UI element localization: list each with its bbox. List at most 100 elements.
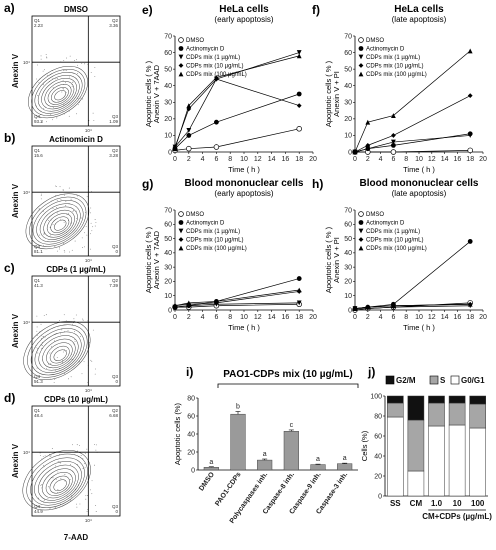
event-dot [54,369,56,371]
y-tick-label: 40 [344,250,352,257]
data-point [467,48,473,54]
event-dot [74,59,75,61]
panel-letter: i) [186,365,193,379]
event-dot [63,113,65,115]
q2-label: Q2 [112,18,119,23]
data-point [391,142,396,148]
event-dot [62,359,64,361]
flow-title: DMSO [64,5,88,14]
y-tick-label: 0 [348,307,352,314]
event-dot [51,448,53,449]
event-dot [62,505,63,507]
y-tick-label: 10 [164,293,172,300]
event-dot [84,453,86,455]
data-point [391,139,396,145]
event-dot [48,486,49,488]
event-dot [50,219,52,221]
y-tick-label: 40 [374,453,382,460]
legend-entry: CDPs mix (10 µg/mL) [366,238,423,244]
legend-entry: CDPs mix (1 µg/mL) [366,55,420,61]
event-dot [38,208,40,209]
event-dot [63,373,65,374]
panel-letter: e) [142,3,153,17]
event-dot [49,456,51,457]
event-dot [35,344,37,346]
event-dot [95,505,97,506]
significance-letter: a [209,459,213,466]
event-dot [43,466,45,468]
event-dot [91,480,93,482]
legend-entry: Actinomycin D [186,47,225,53]
y-tick-label: 50 [344,236,352,243]
series-line-2 [174,302,300,308]
y-tick-label: 50 [164,66,172,73]
legend-entry: CDPs mix (100 µg/mL) [366,246,427,252]
event-dot [39,331,40,333]
bar-segment [407,395,425,421]
event-dot [50,363,52,365]
chart-title: Blood mononuclear cells [185,178,304,189]
y-tick-label: 40 [187,431,195,438]
x-tick-label: 10 [240,314,248,321]
event-dot [56,212,58,214]
event-dot [56,199,58,201]
x-tick-label: 12 [254,314,262,321]
event-dot [43,69,45,71]
event-dot [91,361,93,363]
legend-entry: CDPs mix (1 µg/mL) [186,55,240,61]
event-dot [76,73,78,75]
event-dot [95,368,96,370]
event-dot [76,64,78,66]
event-dot [60,199,62,201]
bar-segment [387,402,404,418]
event-dot [44,455,46,457]
bar-segment [469,427,486,497]
bar [310,464,326,471]
x-tick-label: 6 [214,156,218,163]
y-tick-label: 20 [164,116,172,123]
x-tick-label: 2 [187,314,191,321]
event-dot [56,117,58,119]
event-dot [66,70,68,71]
chart-subtitle: (early apoptosis) [214,15,273,24]
event-dot [77,362,79,364]
event-dot [52,106,54,108]
q2-value: 3.28 [109,153,118,158]
event-dot [94,219,96,220]
contour-ring [53,219,67,231]
event-dot [52,477,54,479]
event-dot [59,461,61,462]
event-dot [74,341,76,342]
event-dot [43,314,45,316]
tick-x-10e4: 10⁴ [85,128,92,133]
data-point [186,300,192,306]
x-axis-label: Time ( h ) [228,323,260,332]
bar-segment [428,402,445,427]
q2-label: Q2 [112,148,119,153]
series-line-4 [354,50,471,153]
event-dot [43,499,45,501]
q4-value: 93.3 [34,119,43,124]
series-line-0 [355,149,471,153]
event-dot [73,210,74,212]
tick-x-10e4: 10⁴ [85,258,92,263]
event-dot [76,113,78,115]
q3-value: 0 [115,249,118,254]
x-tick-label: 16 [454,156,462,163]
event-dot [72,444,73,446]
event-dot [36,78,37,80]
significance-letter: c [290,422,294,429]
x-tick-label: 4 [379,314,383,321]
data-point [296,287,302,293]
flow-ylabel: Anexin V [11,183,20,218]
event-dot [69,479,71,481]
x-tick-label: 6 [214,314,218,321]
event-dot [85,225,87,227]
legend-entry: G0/G1 [461,376,485,385]
event-dot [50,378,52,380]
q1-value: 2.23 [34,23,43,28]
legend-marker [358,237,364,242]
flow-ylabel: Anexin V [11,313,20,348]
legend-entry: Actinomycin D [366,221,405,227]
